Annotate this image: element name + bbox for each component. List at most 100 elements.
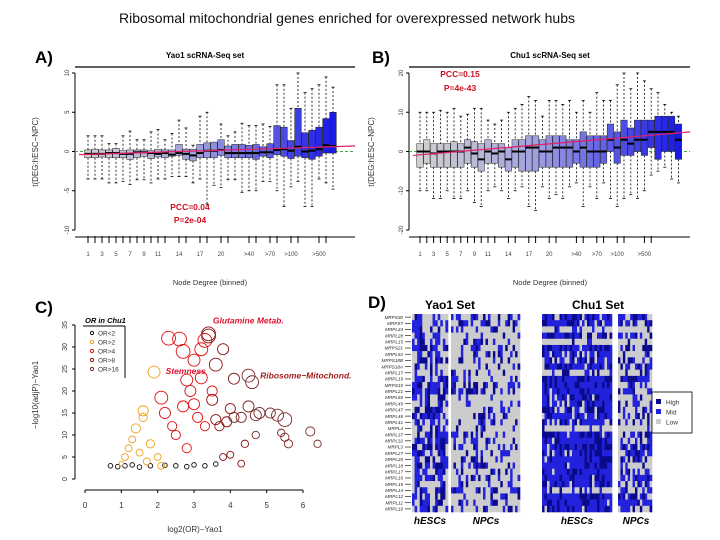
heatmap-cell [649,369,653,377]
heatmap-cell [594,382,598,389]
heatmap-cell [589,351,593,358]
heatmap-cell [567,320,570,327]
heatmap-cell [547,505,550,513]
heatmap-cell [458,437,462,445]
heatmap-cell [582,493,585,500]
heatmap-cell [460,338,464,346]
box [640,119,648,156]
heatmap-cell [607,363,610,370]
heatmap-cell [589,357,593,364]
heatmap-cell [562,487,565,494]
heatmap-cell [485,351,489,358]
heatmap-cell [599,369,603,377]
heatmap-cell [453,400,457,408]
heatmap-cell [473,505,476,513]
heatmap-cell [507,326,511,333]
heatmap-cell [572,363,575,370]
heatmap-cell [567,369,570,377]
heatmap-cell [577,462,580,469]
heatmap-cell [594,431,598,439]
heatmap-cell [515,314,518,321]
heatmap-cell [440,332,444,340]
heatmap-cell [497,344,501,352]
heatmap-cell [455,326,459,333]
heatmap-cell [599,375,603,383]
heatmap-cell [442,425,446,432]
box [308,130,316,160]
heatmap-cell [424,314,428,321]
heatmap-cell [483,394,486,401]
heatmap-cell [478,474,481,482]
box [674,123,682,160]
heatmap-cell [637,474,641,482]
heatmap-cell [490,394,494,401]
heatmap-cell [497,406,501,414]
heatmap-cell [432,351,436,358]
heatmap-cell [440,413,444,420]
heatmap-cell [432,320,436,327]
scatter-point [145,439,155,449]
heatmap-cell [622,394,626,401]
heatmap-cell [639,338,643,346]
heatmap-cell [455,425,459,432]
heatmap-cell [517,338,521,346]
heatmap-cell [445,351,449,358]
heatmap-cell [618,443,621,451]
heatmap-cell [559,431,563,439]
heatmap-cell [639,351,643,358]
heatmap-cell [445,369,449,377]
heatmap-cell [412,388,415,395]
heatmap-cell [453,413,457,420]
box [133,149,141,159]
heatmap-cell [589,425,593,432]
heatmap-cell [569,400,573,408]
heatmap-cell [497,487,501,494]
heatmap-cell [622,419,626,426]
scatter-point [157,461,166,470]
heatmap-cell [512,425,516,432]
heatmap-cell [500,413,504,420]
heatmap-cell [574,443,578,451]
heatmap-cell [432,425,436,432]
heatmap-cell [584,505,588,513]
heatmap-cell [517,382,521,389]
heatmap-cell [414,332,418,340]
heatmap-cell [510,338,513,346]
legend-swatch [656,409,661,414]
heatmap-cell [582,357,585,364]
heatmap-cell [549,332,553,340]
heatmap-cell [427,437,431,445]
heatmap-cell [552,375,555,383]
heatmap-cell [547,338,550,346]
heatmap-cell [544,388,548,395]
heatmap-cell [463,388,467,395]
heatmap-cell [424,474,428,482]
heatmap-cell [579,400,583,408]
heatmap-cell [574,487,578,494]
heatmap-cell [417,450,421,457]
heatmap-cell [552,481,555,488]
heatmap-cell [644,505,648,513]
heatmap-cell [597,468,600,476]
heatmap-cell [569,382,573,389]
heatmap-cell [451,326,454,333]
heatmap-cell [554,320,558,327]
heatmap-cell [427,443,431,451]
heatmap-cell [442,505,446,513]
heatmap-cell [642,443,646,451]
heatmap-cell [559,505,563,513]
heatmap-cell [430,314,433,321]
heatmap-cell [604,332,608,340]
heatmap-cell [582,499,585,507]
heatmap-cell [542,419,545,426]
heatmap-cell [637,394,641,401]
heatmap-cell [492,462,496,469]
heatmap-cell [427,419,431,426]
heatmap-cell [649,382,653,389]
heatmap-cell [547,462,550,469]
heatmap-cell [510,326,513,333]
heatmap-cell [445,487,449,494]
x-tick-label: >70 [592,252,603,258]
heatmap-cell [642,493,646,500]
heatmap-cell [544,363,548,370]
